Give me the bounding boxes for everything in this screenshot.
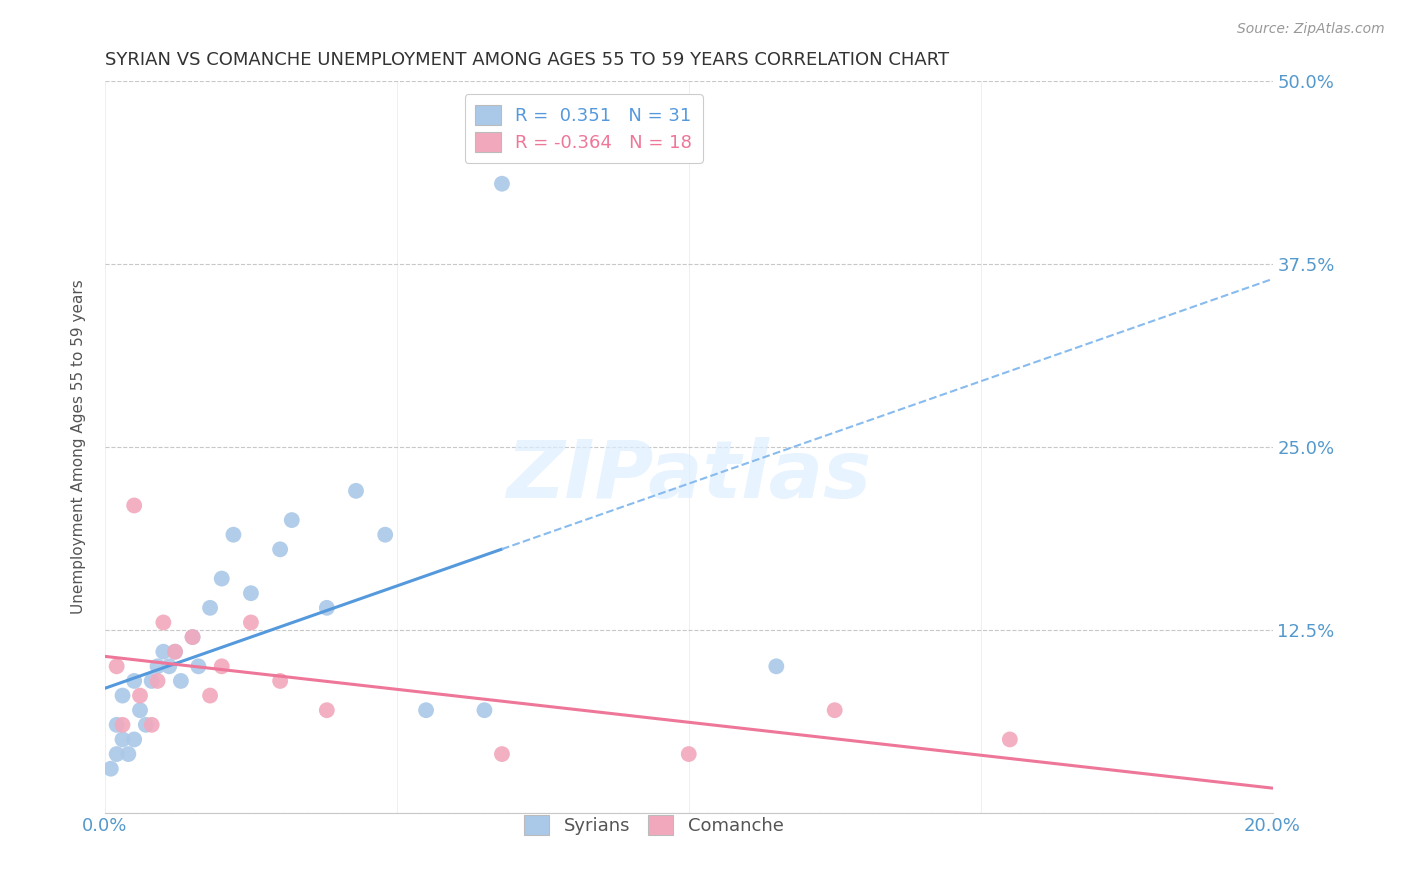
Point [111, 732, 134, 747]
Point [111, 689, 134, 703]
Text: SYRIAN VS COMANCHE UNEMPLOYMENT AMONG AGES 55 TO 59 YEARS CORRELATION CHART: SYRIAN VS COMANCHE UNEMPLOYMENT AMONG AG… [105, 51, 949, 69]
Point [281, 513, 304, 527]
Point [998, 732, 1021, 747]
Point [344, 483, 367, 498]
Point [315, 703, 337, 717]
Point [146, 673, 169, 688]
Point [269, 673, 291, 688]
Point [152, 615, 174, 630]
Point [491, 177, 513, 191]
Point [211, 659, 233, 673]
Point [157, 659, 180, 673]
Text: Source: ZipAtlas.com: Source: ZipAtlas.com [1237, 22, 1385, 37]
Point [474, 703, 496, 717]
Point [122, 673, 145, 688]
Point [141, 718, 163, 732]
Point [239, 586, 262, 600]
Text: ZIPatlas: ZIPatlas [506, 437, 872, 516]
Point [105, 659, 128, 673]
Point [163, 645, 186, 659]
Point [170, 673, 193, 688]
Point [105, 747, 128, 761]
Point [129, 689, 152, 703]
Point [181, 630, 204, 644]
Point [141, 673, 163, 688]
Point [198, 689, 221, 703]
Point [135, 718, 157, 732]
Point [374, 527, 396, 541]
Point [239, 615, 262, 630]
Point [824, 703, 846, 717]
Point [491, 747, 513, 761]
Point [152, 645, 174, 659]
Legend: Syrians, Comanche: Syrians, Comanche [515, 805, 793, 844]
Point [315, 600, 337, 615]
Point [111, 718, 134, 732]
Point [117, 747, 139, 761]
Point [122, 732, 145, 747]
Point [100, 762, 122, 776]
Point [198, 600, 221, 615]
Point [146, 659, 169, 673]
Point [181, 630, 204, 644]
Point [211, 572, 233, 586]
Y-axis label: Unemployment Among Ages 55 to 59 years: Unemployment Among Ages 55 to 59 years [72, 279, 86, 615]
Point [187, 659, 209, 673]
Point [678, 747, 700, 761]
Point [105, 718, 128, 732]
Point [163, 645, 186, 659]
Point [222, 527, 245, 541]
Point [415, 703, 437, 717]
Point [269, 542, 291, 557]
Point [122, 499, 145, 513]
Point [129, 703, 152, 717]
Point [765, 659, 787, 673]
